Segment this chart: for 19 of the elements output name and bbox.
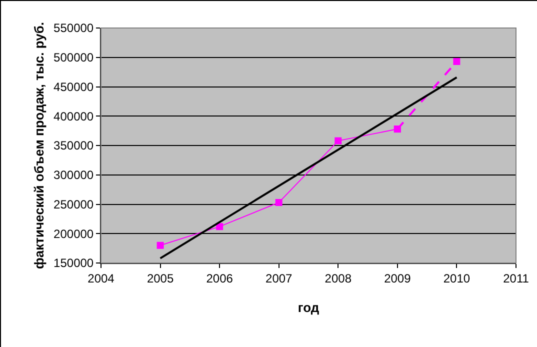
x-axis-title: год <box>298 300 320 315</box>
y-tick-label: 450000 <box>54 80 94 94</box>
y-tick-label: 500000 <box>54 50 94 65</box>
x-tick-label: 2006 <box>206 271 234 286</box>
y-tick-label: 150000 <box>54 256 94 270</box>
x-tick-label: 2008 <box>324 271 352 286</box>
y-tick-label: 400000 <box>54 109 94 124</box>
x-tick-label: 2009 <box>384 271 412 286</box>
x-tick-label: 2007 <box>266 271 293 286</box>
y-tick-label: 350000 <box>54 138 94 153</box>
x-tick-label: 2005 <box>146 271 174 286</box>
y-axis-title: фактический объем продаж, тыс. руб. <box>32 22 47 270</box>
y-tick-label: 250000 <box>54 197 94 212</box>
y-tick-label: 550000 <box>54 21 94 36</box>
x-tick-label: 2010 <box>443 271 470 286</box>
y-tick-label: 200000 <box>54 226 94 241</box>
y-tick-label: 300000 <box>54 168 94 182</box>
x-tick-label: 2004 <box>88 271 115 286</box>
x-tick-label: 2011 <box>503 271 530 286</box>
